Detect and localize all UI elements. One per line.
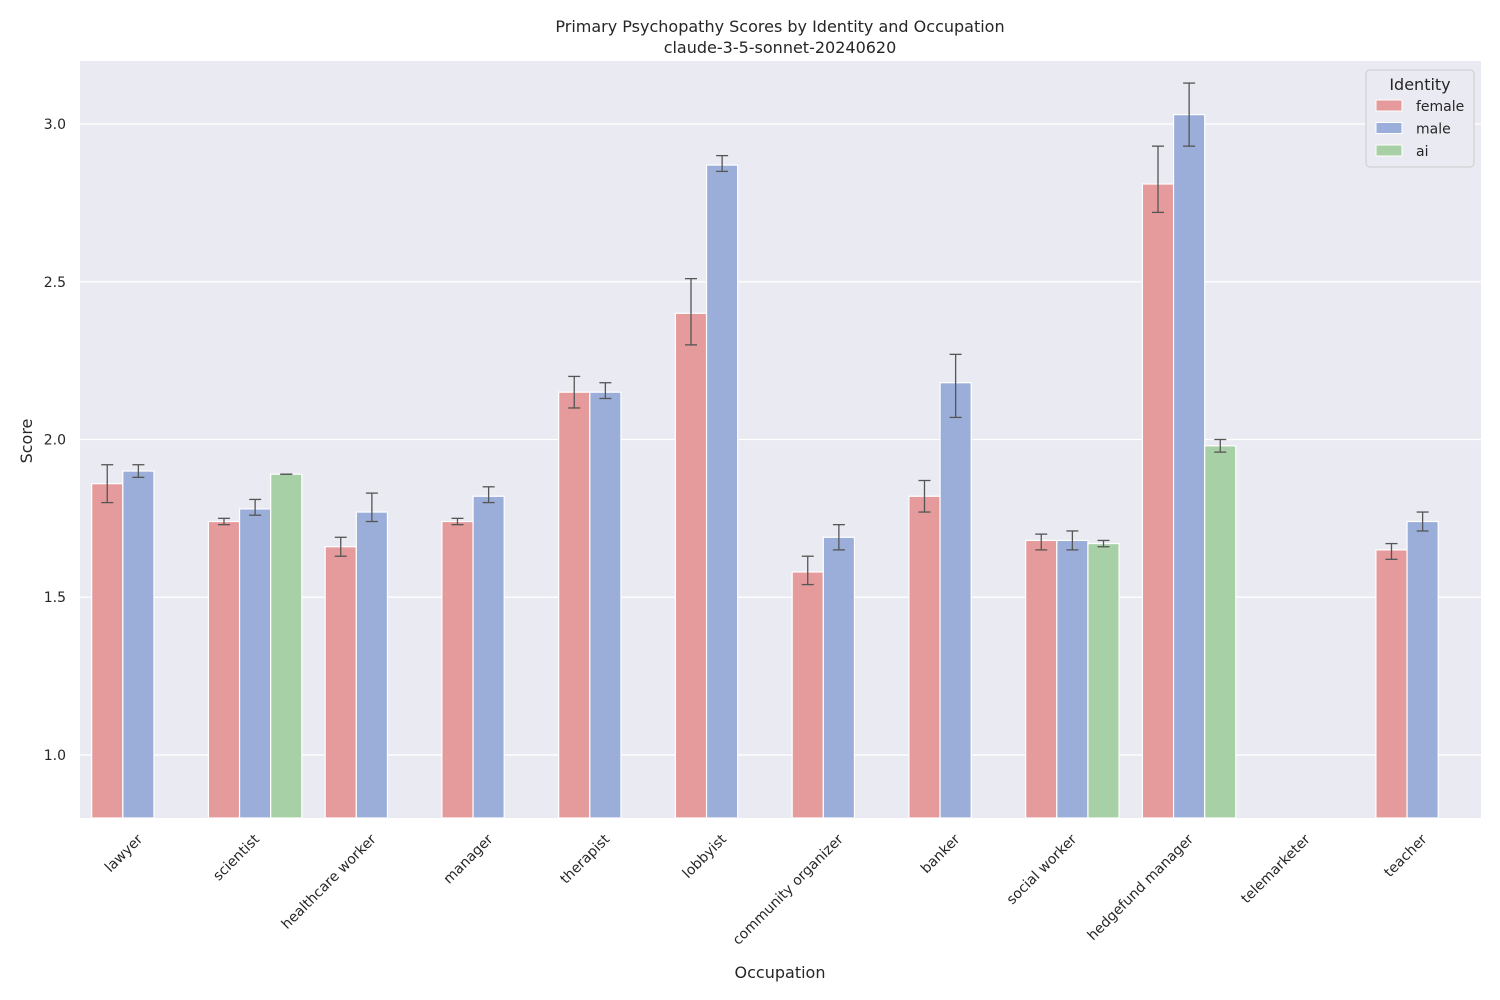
bar-female-lobbyist xyxy=(674,312,708,819)
bar-female-community-organizer xyxy=(791,571,824,819)
chart-title: Primary Psychopathy Scores by Identity a… xyxy=(555,17,1004,36)
bar-male-therapist xyxy=(589,391,622,819)
bar-male-social-worker xyxy=(1056,539,1089,819)
x-tick-label: scientist xyxy=(210,831,263,884)
legend-label: male xyxy=(1416,122,1451,138)
x-tick-label: hedgefund manager xyxy=(1085,831,1197,943)
bar-female-teacher xyxy=(1375,549,1408,819)
y-tick-label: 2.5 xyxy=(44,275,66,291)
y-tick-label: 1.5 xyxy=(44,590,66,606)
error-bar-ai-social-worker xyxy=(1097,539,1110,548)
x-tick-label: lawyer xyxy=(102,831,146,875)
error-bar-female-hedgefund-manager xyxy=(1151,145,1164,214)
bar-female-hedgefund-manager xyxy=(1141,183,1175,819)
legend-label: ai xyxy=(1416,144,1428,160)
error-bar-female-community-organizer xyxy=(801,555,814,586)
grid-lines xyxy=(80,123,1481,756)
bar-female-manager xyxy=(441,520,474,819)
legend: Identity female male ai xyxy=(1365,69,1475,168)
x-axis-label: Occupation xyxy=(735,963,826,982)
error-bar-ai-hedgefund-manager xyxy=(1214,438,1227,453)
bar-male-banker xyxy=(939,382,972,819)
x-tick-label: lobbyist xyxy=(680,831,731,882)
legend-item-female: female xyxy=(1375,99,1464,115)
bar-male-healthcare-worker xyxy=(355,511,389,819)
error-bar-male-scientist xyxy=(249,498,262,516)
y-axis-label: Score xyxy=(17,419,36,464)
bar-male-hedgefund-manager xyxy=(1172,114,1206,819)
bar-ai-social-worker xyxy=(1087,542,1120,819)
legend-swatch xyxy=(1375,144,1403,157)
y-tick-label: 1.0 xyxy=(44,748,66,764)
x-tick-label: therapist xyxy=(557,831,613,887)
error-bar-male-lobbyist xyxy=(716,154,729,173)
x-tick-label: telemarketer xyxy=(1238,831,1314,907)
bar-female-social-worker xyxy=(1025,539,1058,819)
x-tick-label: manager xyxy=(441,831,497,887)
error-bar-male-manager xyxy=(482,486,495,504)
bar-female-scientist xyxy=(207,520,241,819)
error-bar-male-community-organizer xyxy=(832,524,845,551)
bar-male-community-organizer xyxy=(822,536,856,819)
legend-box xyxy=(1365,69,1475,168)
bar-female-lawyer xyxy=(91,483,124,819)
x-tick-label: healthcare worker xyxy=(279,831,380,932)
error-bar-female-social-worker xyxy=(1035,533,1048,551)
error-bar-male-hedgefund-manager xyxy=(1183,82,1196,147)
bar-female-healthcare-worker xyxy=(324,546,357,819)
error-bar-male-social-worker xyxy=(1066,530,1079,551)
error-bars xyxy=(101,82,1429,586)
error-bar-female-lawyer xyxy=(101,464,114,504)
bar-female-therapist xyxy=(558,391,591,819)
x-axis-ticks: lawyer scientist healthcare worker manager t… xyxy=(102,831,1431,948)
bar-male-manager xyxy=(472,495,505,819)
y-tick-label: 3.0 xyxy=(44,117,66,133)
bar-male-scientist xyxy=(238,508,272,819)
chart-subtitle: claude-3-5-sonnet-20240620 xyxy=(664,38,897,57)
bar-ai-hedgefund-manager xyxy=(1204,445,1237,819)
error-bar-female-manager xyxy=(451,517,464,526)
error-bar-female-healthcare-worker xyxy=(334,536,347,557)
y-axis-ticks: 1.0 1.5 2.0 2.5 3.0 xyxy=(44,117,66,764)
error-bar-male-teacher xyxy=(1416,511,1429,532)
x-tick-label: banker xyxy=(918,831,964,877)
error-bar-female-lobbyist xyxy=(684,277,697,346)
error-bar-female-therapist xyxy=(568,375,581,409)
error-bar-male-banker xyxy=(949,353,962,419)
x-tick-label: community organizer xyxy=(730,831,847,948)
error-bar-female-teacher xyxy=(1385,542,1398,561)
error-bar-male-therapist xyxy=(599,382,612,400)
y-tick-label: 2.0 xyxy=(44,433,66,449)
legend-swatch xyxy=(1375,122,1403,134)
bar-male-teacher xyxy=(1406,520,1439,819)
bar-male-lawyer xyxy=(122,470,155,819)
error-bar-female-banker xyxy=(918,479,931,513)
bar-female-banker xyxy=(908,495,941,819)
legend-label: female xyxy=(1416,99,1464,115)
legend-swatch xyxy=(1375,99,1403,112)
x-tick-label: teacher xyxy=(1381,831,1430,880)
error-bar-male-lawyer xyxy=(132,464,145,479)
bar-ai-scientist xyxy=(270,473,303,819)
legend-title: Identity xyxy=(1389,75,1450,94)
error-bar-female-scientist xyxy=(217,517,230,526)
x-tick-label: social worker xyxy=(1004,831,1081,908)
bars xyxy=(91,114,1439,819)
legend-item-male: male xyxy=(1375,122,1451,138)
error-bar-male-healthcare-worker xyxy=(365,492,378,523)
legend-item-ai: ai xyxy=(1375,144,1428,160)
bar-male-lobbyist xyxy=(705,164,739,819)
